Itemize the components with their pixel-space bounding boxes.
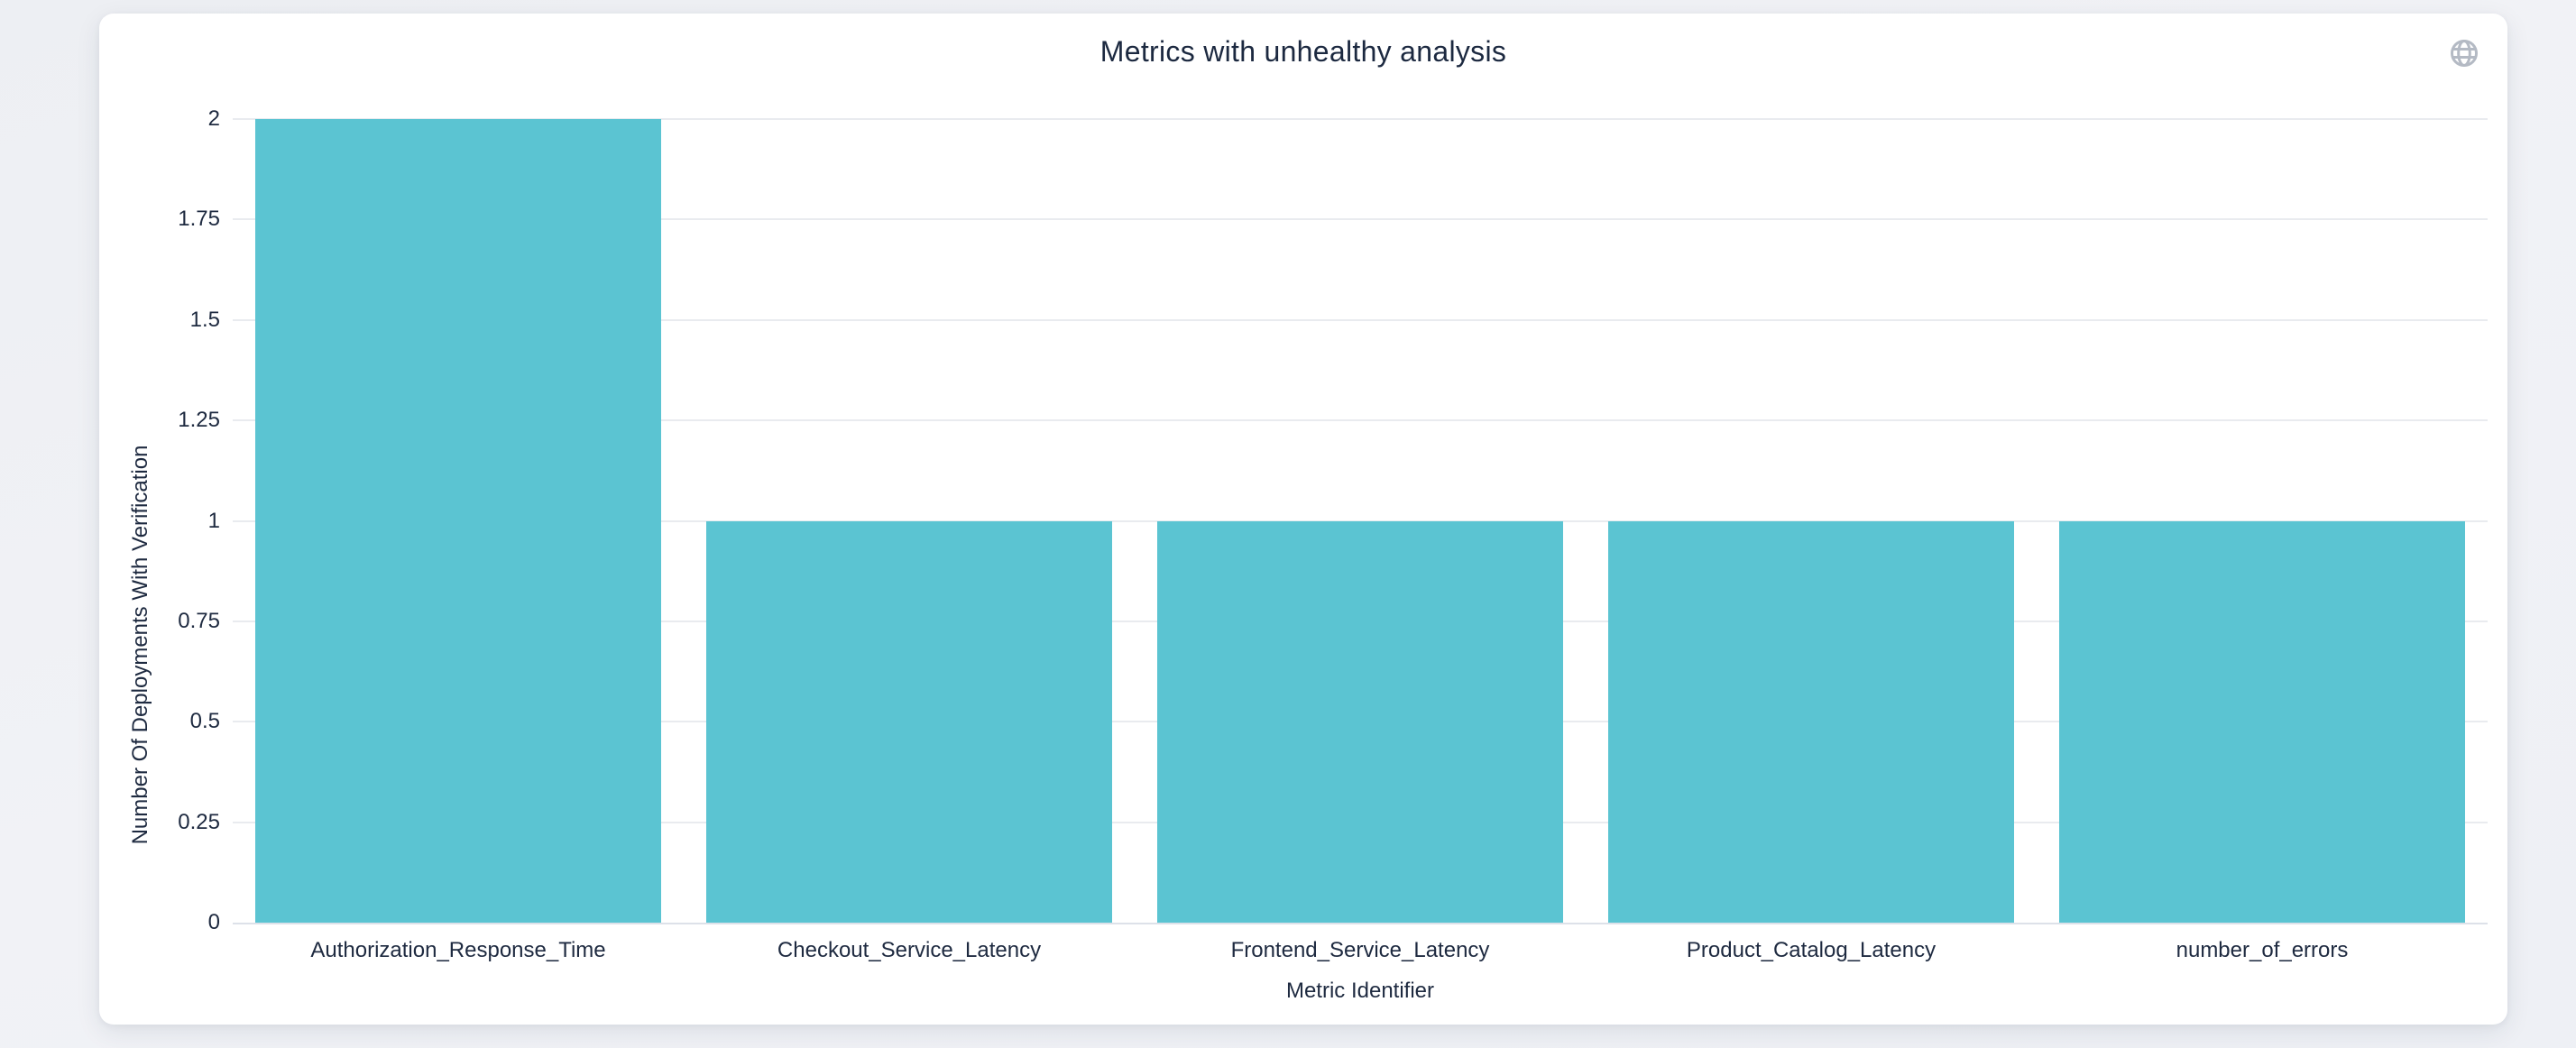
gridline — [233, 923, 2488, 924]
x-category-label: Frontend_Service_Latency — [1230, 938, 1490, 962]
y-tick-label: 1.25 — [178, 408, 220, 433]
chart-card: Metrics with unhealthy analysis Number O… — [99, 14, 2507, 1025]
y-tick-label: 0.25 — [178, 809, 220, 834]
x-category-label: number_of_errors — [2176, 938, 2349, 962]
gridline — [233, 419, 2488, 422]
chart-title: Metrics with unhealthy analysis — [1099, 35, 1507, 68]
plot-area: Metric Identifier 0 0.25 0.5 0.75 1 1.25 1.5 1.… — [178, 106, 2488, 1003]
y-tick-label: 0.75 — [178, 608, 220, 633]
bar-Authorization_Response_Time[interactable] — [255, 119, 661, 923]
y-tick-label: 1 — [207, 508, 220, 533]
y-tick-label: 0.5 — [189, 709, 220, 734]
x-axis-title: Metric Identifier — [1285, 979, 1435, 1003]
globe-icon[interactable] — [2448, 37, 2480, 69]
x-category-label: Checkout_Service_Latency — [777, 938, 1042, 962]
gridline — [233, 318, 2488, 321]
bar-Product_Catalog_Latency[interactable] — [1608, 520, 2014, 923]
bar-number_of_errors[interactable] — [2059, 520, 2465, 923]
gridline — [233, 218, 2488, 221]
bar-Frontend_Service_Latency[interactable] — [1157, 520, 1563, 923]
gridline — [233, 118, 2488, 120]
y-tick-label: 1.75 — [178, 207, 220, 232]
y-tick-label: 0 — [207, 910, 220, 934]
y-tick-label: 2 — [207, 106, 220, 131]
x-category-label: Authorization_Response_Time — [310, 938, 606, 962]
x-category-label: Product_Catalog_Latency — [1686, 938, 1937, 962]
y-axis-title: Number Of Deployments With Verification — [128, 445, 152, 845]
y-tick-label: 1.5 — [189, 307, 220, 332]
bar-Checkout_Service_Latency[interactable] — [706, 520, 1112, 923]
